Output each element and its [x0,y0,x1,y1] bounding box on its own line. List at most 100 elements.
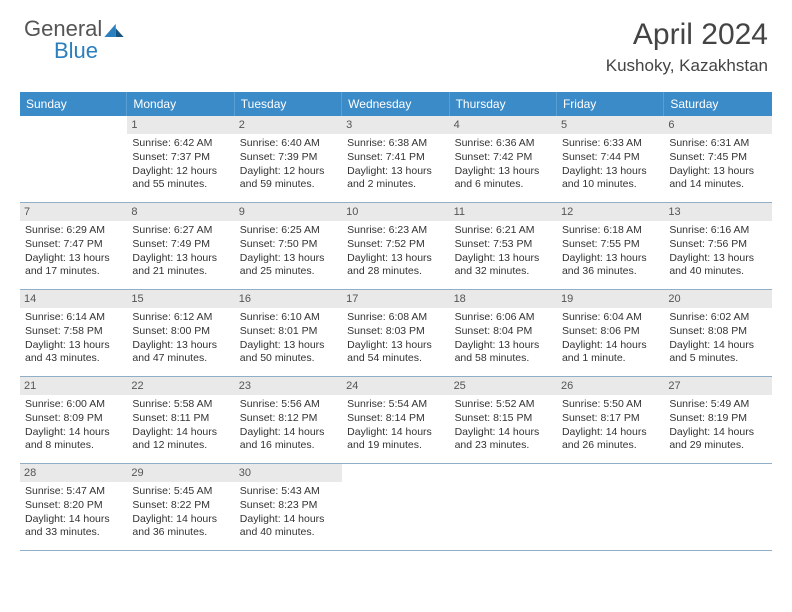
day-detail-line: Sunrise: 6:36 AM [455,137,552,151]
day-detail-line: Daylight: 14 hours [562,339,659,353]
day-detail-line: Daylight: 14 hours [25,513,122,527]
day-detail-line: Sunrise: 5:54 AM [347,398,444,412]
day-cell-empty [20,116,127,202]
day-cell: 9Sunrise: 6:25 AMSunset: 7:50 PMDaylight… [235,203,342,289]
day-cell: 21Sunrise: 6:00 AMSunset: 8:09 PMDayligh… [20,377,127,463]
day-detail-line: Sunset: 7:55 PM [562,238,659,252]
day-detail-line: Sunset: 8:15 PM [455,412,552,426]
day-cell: 28Sunrise: 5:47 AMSunset: 8:20 PMDayligh… [20,464,127,550]
day-detail-line: Daylight: 14 hours [132,513,229,527]
day-detail-line: Sunrise: 5:50 AM [562,398,659,412]
day-detail-line: Sunrise: 6:18 AM [562,224,659,238]
day-detail-line: Sunset: 7:39 PM [240,151,337,165]
location-subtitle: Kushoky, Kazakhstan [606,56,768,76]
day-number: 20 [664,290,771,308]
day-detail-line: and 28 minutes. [347,265,444,279]
day-detail-line: Daylight: 14 hours [240,513,337,527]
day-number: 13 [664,203,771,221]
day-detail-line: Sunset: 7:58 PM [25,325,122,339]
day-detail-line: Sunrise: 5:47 AM [25,485,122,499]
day-detail-line: Sunrise: 6:12 AM [132,311,229,325]
day-cell: 10Sunrise: 6:23 AMSunset: 7:52 PMDayligh… [342,203,449,289]
day-detail-line: Sunrise: 6:06 AM [455,311,552,325]
day-detail-line: Sunrise: 5:56 AM [240,398,337,412]
day-detail-line: Sunrise: 6:16 AM [669,224,766,238]
day-detail-line: Sunrise: 6:04 AM [562,311,659,325]
day-detail-line: Sunset: 7:52 PM [347,238,444,252]
day-detail-line: and 19 minutes. [347,439,444,453]
day-detail-line: and 40 minutes. [240,526,337,540]
day-header-sunday: Sunday [20,92,127,116]
day-number: 24 [342,377,449,395]
day-detail-line: and 33 minutes. [25,526,122,540]
day-header-tuesday: Tuesday [235,92,342,116]
day-detail-line: Sunset: 8:04 PM [455,325,552,339]
day-detail-line: Sunset: 8:17 PM [562,412,659,426]
day-detail-line: Sunset: 7:53 PM [455,238,552,252]
day-detail-line: and 36 minutes. [132,526,229,540]
day-number: 12 [557,203,664,221]
day-detail-line: Sunset: 8:01 PM [240,325,337,339]
day-number: 14 [20,290,127,308]
day-number: 1 [127,116,234,134]
day-cell: 22Sunrise: 5:58 AMSunset: 8:11 PMDayligh… [127,377,234,463]
day-detail-line: and 47 minutes. [132,352,229,366]
day-detail-line: Sunrise: 6:08 AM [347,311,444,325]
day-detail-line: Sunset: 7:47 PM [25,238,122,252]
day-header-saturday: Saturday [664,92,771,116]
day-detail-line: Sunset: 8:14 PM [347,412,444,426]
day-detail-line: Sunset: 7:50 PM [240,238,337,252]
day-cell: 4Sunrise: 6:36 AMSunset: 7:42 PMDaylight… [450,116,557,202]
day-detail-line: Sunrise: 6:33 AM [562,137,659,151]
day-number: 27 [664,377,771,395]
day-detail-line: Sunrise: 6:42 AM [132,137,229,151]
day-cell-empty [557,464,664,550]
day-detail-line: Sunrise: 6:40 AM [240,137,337,151]
day-detail-line: Sunset: 8:08 PM [669,325,766,339]
day-detail-line: Sunset: 7:45 PM [669,151,766,165]
day-number: 25 [450,377,557,395]
day-number: 8 [127,203,234,221]
day-cell: 3Sunrise: 6:38 AMSunset: 7:41 PMDaylight… [342,116,449,202]
day-detail-line: and 12 minutes. [132,439,229,453]
day-detail-line: Daylight: 12 hours [240,165,337,179]
day-detail-line: and 58 minutes. [455,352,552,366]
day-header-monday: Monday [127,92,234,116]
brand-part2: Blue [54,38,98,63]
day-detail-line: Sunrise: 6:31 AM [669,137,766,151]
logo-triangle-icon [104,23,124,37]
day-detail-line: Daylight: 14 hours [347,426,444,440]
title-block: April 2024 Kushoky, Kazakhstan [606,18,768,76]
day-number: 15 [127,290,234,308]
day-cell: 1Sunrise: 6:42 AMSunset: 7:37 PMDaylight… [127,116,234,202]
day-detail-line: and 50 minutes. [240,352,337,366]
day-detail-line: Daylight: 13 hours [455,252,552,266]
day-detail-line: Sunset: 7:42 PM [455,151,552,165]
day-cell: 7Sunrise: 6:29 AMSunset: 7:47 PMDaylight… [20,203,127,289]
day-detail-line: Daylight: 14 hours [562,426,659,440]
day-detail-line: Sunrise: 6:02 AM [669,311,766,325]
day-detail-line: Sunset: 8:11 PM [132,412,229,426]
day-detail-line: Daylight: 13 hours [455,339,552,353]
day-header-friday: Friday [557,92,664,116]
day-detail-line: and 8 minutes. [25,439,122,453]
day-detail-line: and 32 minutes. [455,265,552,279]
day-detail-line: and 10 minutes. [562,178,659,192]
day-detail-line: and 40 minutes. [669,265,766,279]
day-cell: 15Sunrise: 6:12 AMSunset: 8:00 PMDayligh… [127,290,234,376]
day-header-thursday: Thursday [450,92,557,116]
day-detail-line: Daylight: 14 hours [25,426,122,440]
day-cell: 14Sunrise: 6:14 AMSunset: 7:58 PMDayligh… [20,290,127,376]
day-detail-line: Sunrise: 6:21 AM [455,224,552,238]
weeks-container: 1Sunrise: 6:42 AMSunset: 7:37 PMDaylight… [20,116,772,551]
day-detail-line: Daylight: 13 hours [240,339,337,353]
day-cell: 23Sunrise: 5:56 AMSunset: 8:12 PMDayligh… [235,377,342,463]
day-detail-line: Sunrise: 6:38 AM [347,137,444,151]
day-number: 30 [235,464,342,482]
day-number: 16 [235,290,342,308]
day-detail-line: and 17 minutes. [25,265,122,279]
day-detail-line: Daylight: 14 hours [669,426,766,440]
day-detail-line: Sunrise: 6:25 AM [240,224,337,238]
day-detail-line: and 5 minutes. [669,352,766,366]
day-number: 5 [557,116,664,134]
